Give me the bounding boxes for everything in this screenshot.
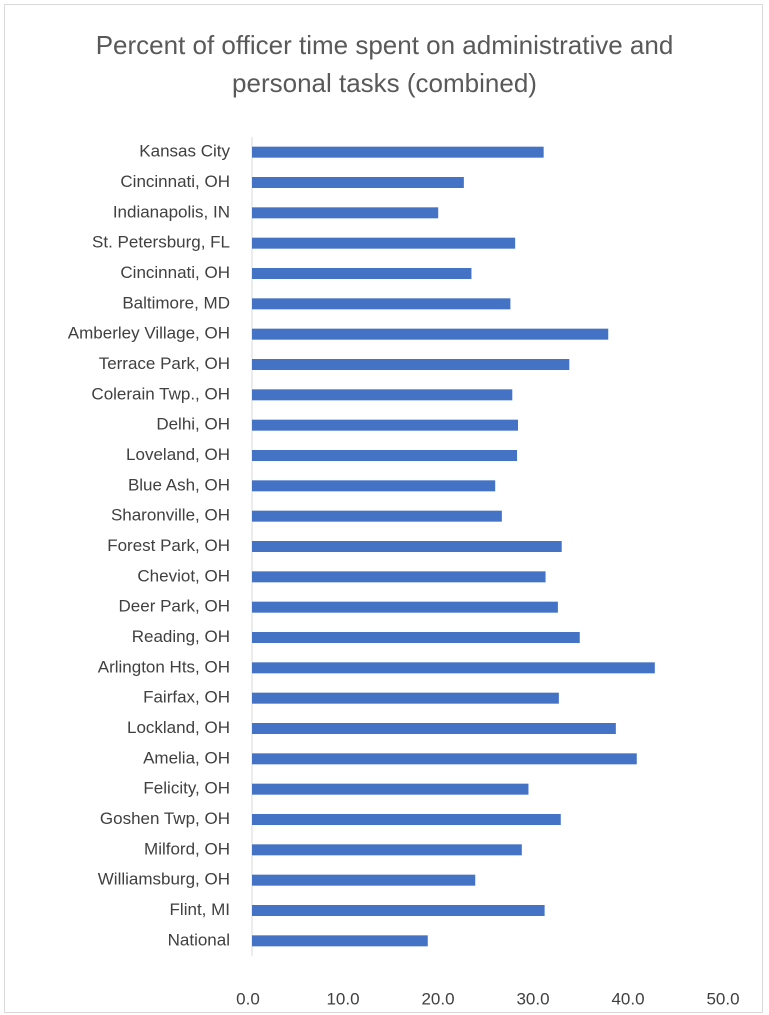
y-tick-label: Felicity, OH: [143, 779, 230, 798]
bar: [252, 601, 558, 613]
y-tick-label: Kansas City: [139, 142, 230, 161]
y-tick-label: Milford, OH: [144, 839, 230, 858]
bar: [252, 359, 570, 370]
bar: [252, 177, 464, 188]
bar: [252, 753, 637, 765]
bar: [252, 783, 529, 795]
bar: [252, 510, 502, 522]
y-tick-label: Baltimore, MD: [122, 293, 230, 312]
y-tick-label: Delhi, OH: [156, 415, 230, 434]
y-tick-label: Cincinnati, OH: [120, 263, 230, 282]
bar: [252, 207, 439, 219]
bar: [252, 692, 559, 704]
bar: [252, 905, 545, 916]
x-tick-label: 50.0: [706, 989, 739, 1008]
y-tick-label: Amberley Village, OH: [68, 324, 230, 343]
bar: [252, 237, 516, 249]
bar: [252, 268, 472, 279]
bar: [252, 146, 544, 158]
bar: [252, 723, 616, 734]
bar: [252, 571, 546, 583]
y-tick-label: Blue Ash, OH: [128, 475, 230, 494]
bar: [252, 874, 476, 886]
x-tick-label: 20.0: [421, 989, 454, 1008]
y-tick-label: Amelia, OH: [143, 748, 230, 767]
y-tick-label: Lockland, OH: [127, 718, 230, 737]
y-tick-label: Goshen Twp, OH: [100, 809, 230, 828]
bar: [252, 389, 513, 401]
x-tick-label: 10.0: [326, 989, 359, 1008]
y-tick-label: Indianapolis, IN: [113, 202, 230, 221]
y-tick-label: Arlington Hts, OH: [98, 657, 230, 676]
bar: [252, 662, 655, 674]
y-tick-label: Reading, OH: [132, 627, 230, 646]
y-tick-label: Williamsburg, OH: [98, 870, 230, 889]
bar: [252, 632, 580, 643]
chart-title: Percent of officer time spent on adminis…: [95, 30, 674, 98]
x-tick-label: 30.0: [516, 989, 549, 1008]
x-tick-label: 40.0: [611, 989, 644, 1008]
y-tick-label: Loveland, OH: [126, 445, 230, 464]
y-tick-label: Forest Park, OH: [107, 536, 230, 555]
bar: [252, 480, 496, 492]
y-tick-label: Cincinnati, OH: [120, 172, 230, 191]
bar: [252, 419, 518, 431]
y-tick-label: Colerain Twp., OH: [91, 384, 230, 403]
bar: [252, 541, 562, 552]
bar: [252, 935, 428, 947]
y-tick-label: National: [168, 930, 230, 949]
bar: [252, 298, 511, 310]
y-tick-label: Flint, MI: [170, 900, 230, 919]
bar: [252, 814, 561, 825]
y-tick-label: Sharonville, OH: [111, 506, 230, 525]
y-tick-label: Terrace Park, OH: [99, 354, 230, 373]
bar: [252, 450, 518, 461]
bar: [252, 844, 522, 856]
chart-frame: [4, 4, 763, 1013]
x-tick-label: 0.0: [236, 989, 260, 1008]
y-tick-label: Deer Park, OH: [119, 597, 230, 616]
bar: [252, 328, 609, 340]
y-tick-label: St. Petersburg, FL: [92, 233, 230, 252]
y-tick-label: Fairfax, OH: [143, 688, 230, 707]
y-tick-label: Cheviot, OH: [137, 566, 230, 585]
